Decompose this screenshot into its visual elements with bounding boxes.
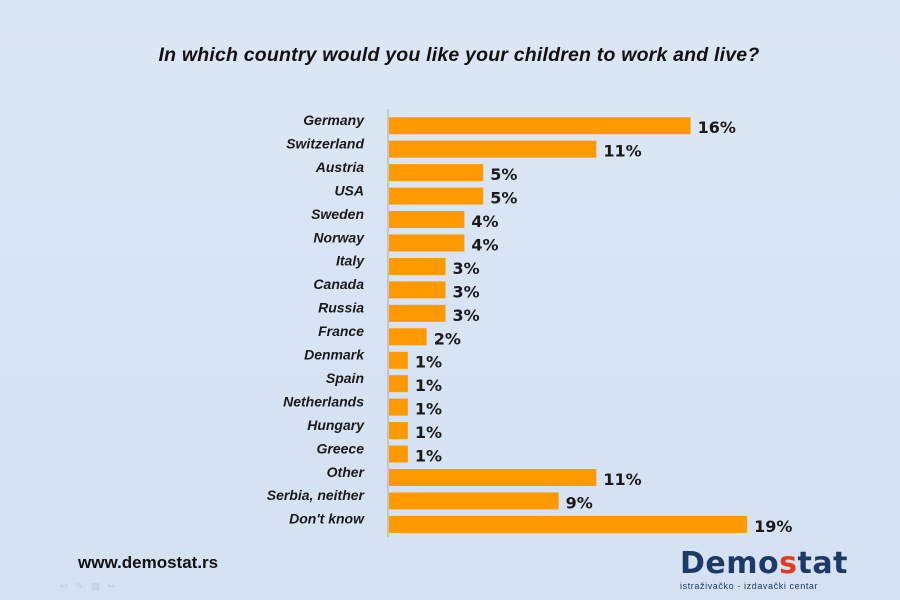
bar	[389, 164, 484, 182]
data-label: 11%	[603, 142, 641, 161]
bar	[389, 375, 408, 393]
bar	[389, 211, 465, 229]
bar	[389, 187, 484, 205]
data-label: 1%	[415, 376, 442, 395]
menu-icon[interactable]: ▤	[91, 581, 100, 591]
bar	[389, 234, 465, 252]
category-label: Austria	[315, 159, 364, 175]
data-label: 9%	[566, 493, 593, 512]
bars-layer: Germany 16% Switzerland 11% Austria 5% USA 5% Sw…	[267, 112, 793, 536]
slide-nav-controls[interactable]: ↩ ✎ ▤ ↪	[60, 581, 115, 592]
bar	[389, 257, 446, 275]
category-label: Denmark	[304, 347, 365, 363]
bar	[389, 117, 691, 135]
data-label: 5%	[490, 165, 517, 184]
logo-tagline: istraživačko - izdavački centar	[680, 581, 819, 591]
demostat-logo: Demostat istraživačko - izdavački centar	[680, 546, 847, 592]
category-label: Don't know	[289, 511, 365, 527]
bar	[389, 281, 446, 299]
category-label: Spain	[326, 370, 364, 386]
data-label: 1%	[415, 400, 442, 419]
category-label: Other	[327, 464, 366, 480]
category-label: Sweden	[311, 206, 364, 222]
data-label: 3%	[453, 282, 480, 301]
category-label: Norway	[313, 229, 365, 245]
category-label: Italy	[336, 253, 365, 269]
category-label: France	[318, 323, 364, 339]
bar	[389, 468, 597, 486]
category-label: Hungary	[307, 417, 365, 433]
next-arrow-icon[interactable]: ↪	[107, 581, 116, 591]
logo-accent: s	[779, 546, 798, 581]
bar	[389, 140, 597, 158]
data-label: 1%	[415, 353, 442, 372]
logo-prefix: Demo	[680, 546, 780, 581]
pen-icon[interactable]: ✎	[75, 581, 84, 591]
category-label: Germany	[303, 112, 365, 128]
bar	[389, 515, 748, 533]
bar	[389, 351, 408, 369]
data-label: 16%	[698, 118, 736, 137]
data-label: 3%	[453, 306, 480, 325]
category-label: Switzerland	[286, 135, 364, 151]
bar	[389, 398, 408, 416]
data-label: 3%	[453, 259, 480, 278]
category-label: Canada	[313, 276, 364, 292]
bar	[389, 304, 446, 322]
data-label: 11%	[603, 470, 641, 489]
website-link[interactable]: www.demostat.rs	[78, 553, 219, 572]
bar	[389, 445, 408, 463]
logo-wordmark: Demostat	[680, 546, 847, 581]
chart-title: In which country would you like your chi…	[158, 44, 760, 66]
prev-arrow-icon[interactable]: ↩	[60, 581, 68, 591]
data-label: 1%	[415, 447, 442, 466]
category-label: Serbia, neither	[267, 487, 366, 503]
logo-suffix: tat	[797, 546, 848, 581]
data-label: 1%	[415, 423, 442, 442]
data-label: 19%	[754, 517, 792, 536]
bar	[389, 422, 408, 440]
category-label: Greece	[317, 440, 365, 456]
data-label: 5%	[490, 189, 517, 208]
data-label: 4%	[471, 212, 498, 231]
category-label: Russia	[318, 300, 364, 316]
bar	[389, 328, 427, 346]
category-label: Netherlands	[283, 393, 364, 409]
data-label: 4%	[471, 235, 498, 254]
data-label: 2%	[434, 329, 461, 348]
category-label: USA	[334, 182, 364, 198]
bar	[389, 492, 559, 510]
